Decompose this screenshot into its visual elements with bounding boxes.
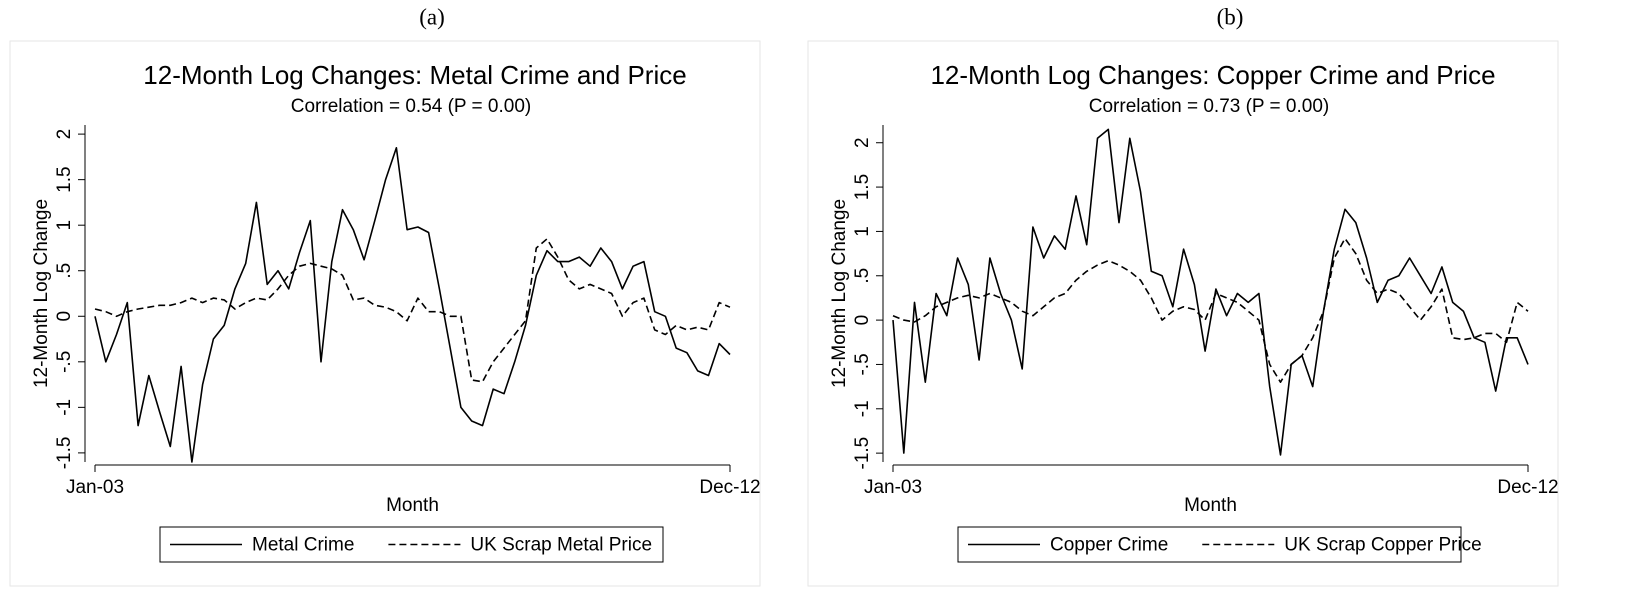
- y-tick-label: 0: [54, 311, 75, 322]
- y-tick-label: 0: [852, 315, 873, 326]
- panel-frame: [807, 40, 1559, 587]
- panel: (b) 12-Month Log Changes: Copper Crime an…: [807, 4, 1559, 587]
- chart-subtitle: Correlation = 0.73 (P = 0.00): [1089, 96, 1329, 117]
- panel-frame: [9, 40, 761, 587]
- y-tick-label: 1.5: [54, 166, 75, 192]
- y-axis-title: 12-Month Log Change: [829, 199, 850, 388]
- y-tick-label: 1.5: [852, 174, 873, 200]
- legend-label: Copper Crime: [1050, 535, 1168, 556]
- legend: Copper Crime UK Scrap Copper Price: [957, 526, 1482, 563]
- y-tick-label: .5: [852, 268, 873, 284]
- x-tick-label: Dec-12: [699, 477, 760, 498]
- panel-label: (a): [419, 4, 445, 29]
- y-tick-label: 1: [852, 226, 873, 237]
- y-tick-label: -1: [852, 400, 873, 417]
- panel-label: (b): [1217, 4, 1244, 29]
- y-tick-label: 2: [54, 129, 75, 140]
- x-tick-label: Jan-03: [66, 477, 124, 498]
- series-line: [94, 147, 731, 463]
- y-axis-title: 12-Month Log Change: [31, 199, 52, 388]
- chart-title: 12-Month Log Changes: Copper Crime and P…: [930, 60, 1495, 90]
- y-tick-label: -1.5: [852, 437, 873, 470]
- y-tick-label: 2: [852, 137, 873, 148]
- chart-title: 12-Month Log Changes: Metal Crime and Pr…: [143, 60, 686, 90]
- legend-label: UK Scrap Copper Price: [1284, 535, 1481, 556]
- y-tick-label: 1: [54, 220, 75, 231]
- y-tick-label: -.5: [54, 351, 75, 373]
- x-tick-label: Dec-12: [1497, 477, 1558, 498]
- panel: (a) 12-Month Log Changes: Metal Crime and…: [9, 4, 761, 587]
- legend-box: [957, 526, 1462, 563]
- y-tick-label: -1: [54, 399, 75, 416]
- chart-subtitle: Correlation = 0.54 (P = 0.00): [291, 96, 531, 117]
- legend: Metal Crime UK Scrap Metal Price: [159, 526, 664, 563]
- y-tick-label: -.5: [852, 353, 873, 375]
- y-tick-label: -1.5: [54, 437, 75, 470]
- series-line: [94, 238, 731, 383]
- y-tick-label: .5: [54, 263, 75, 279]
- x-axis-title: Month: [1184, 495, 1237, 516]
- x-tick-label: Jan-03: [864, 477, 922, 498]
- series-line: [892, 128, 1529, 456]
- legend-label: UK Scrap Metal Price: [470, 535, 652, 556]
- x-axis-title: Month: [386, 495, 439, 516]
- legend-label: Metal Crime: [252, 535, 354, 556]
- series-line: [892, 237, 1529, 383]
